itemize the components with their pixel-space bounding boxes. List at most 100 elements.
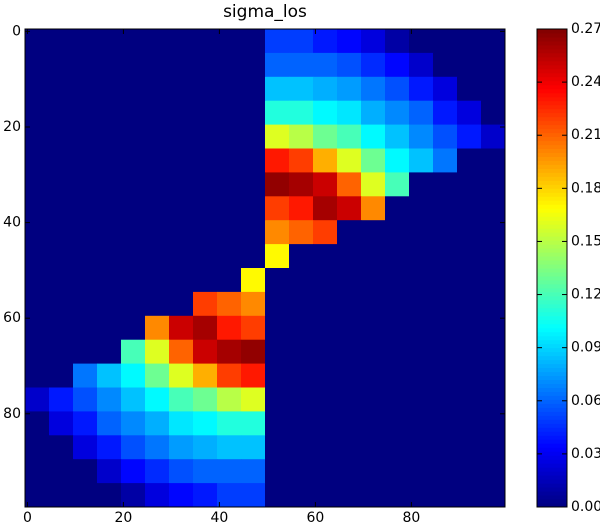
heatmap-cell <box>241 363 266 388</box>
heatmap-cell <box>481 29 506 54</box>
colorbar-segment <box>537 467 567 472</box>
heatmap-cell <box>49 483 74 508</box>
heatmap-cell <box>49 220 74 245</box>
colorbar-segment <box>537 164 567 169</box>
colorbar-segment <box>537 204 567 209</box>
heatmap-cell <box>385 363 410 388</box>
heatmap-cell <box>217 244 242 269</box>
heatmap-cell <box>457 459 482 484</box>
colorbar-segment <box>537 172 567 177</box>
colorbar-segment <box>537 192 567 197</box>
heatmap-cell <box>265 459 290 484</box>
colorbar-segment <box>537 379 567 385</box>
heatmap-cell <box>289 124 314 149</box>
heatmap-cell <box>25 291 50 317</box>
heatmap-cell <box>193 363 218 388</box>
heatmap-cell <box>169 220 194 245</box>
colorbar-segment <box>537 196 567 201</box>
heatmap-cell <box>457 291 482 317</box>
colorbar-segment <box>537 295 567 301</box>
heatmap-cell <box>145 411 170 436</box>
heatmap-cell <box>121 459 146 484</box>
colorbar-segment <box>537 439 567 444</box>
heatmap-cell <box>361 411 386 436</box>
heatmap-cell <box>145 459 170 484</box>
heatmap-cell <box>409 483 434 508</box>
heatmap-cell <box>25 220 50 245</box>
colorbar-segment <box>537 152 567 157</box>
colorbar-segment <box>537 32 567 38</box>
heatmap-cell <box>97 220 122 245</box>
heatmap-cell <box>337 315 362 341</box>
heatmap-cell <box>265 196 290 221</box>
heatmap-cell <box>97 76 122 102</box>
heatmap-cell <box>121 172 146 197</box>
heatmap-cell <box>289 148 314 173</box>
heatmap-cell <box>361 339 386 364</box>
heatmap-cell <box>361 172 386 197</box>
heatmap-cell <box>49 29 74 54</box>
colorbar-segment <box>537 128 567 134</box>
heatmap-cell <box>361 315 386 341</box>
heatmap-cell <box>457 363 482 388</box>
colorbar-segment <box>537 92 567 98</box>
heatmap-cell <box>385 124 410 149</box>
heatmap-cell <box>25 268 50 293</box>
heatmap-cell <box>145 291 170 317</box>
heatmap-cell <box>409 29 434 54</box>
colorbar-segment <box>537 44 567 50</box>
heatmap-cell <box>217 148 242 173</box>
heatmap-cell <box>169 268 194 293</box>
heatmap-cell <box>97 268 122 293</box>
heatmap-cell <box>193 220 218 245</box>
colorbar-segment <box>537 80 567 86</box>
heatmap-cell <box>121 196 146 221</box>
heatmap-cell <box>337 435 362 460</box>
heatmap-cell <box>97 363 122 388</box>
colorbar-segment <box>537 260 567 265</box>
heatmap-cell <box>409 411 434 436</box>
heatmap-cell <box>49 363 74 388</box>
colorbar-segment <box>537 375 567 381</box>
heatmap-cell <box>361 268 386 293</box>
colorbar-segment <box>537 188 567 193</box>
heatmap-cell <box>265 76 290 102</box>
heatmap-cell <box>313 387 338 412</box>
colorbar-tick-label: 0.27 <box>571 21 600 37</box>
colorbar-segment <box>537 224 567 229</box>
colorbar-segment <box>537 427 567 432</box>
colorbar-segment <box>537 291 567 297</box>
heatmap-cell <box>361 387 386 412</box>
colorbar-segment <box>537 463 567 468</box>
heatmap-cell <box>385 29 410 54</box>
heatmap-cell <box>25 435 50 460</box>
colorbar-segment <box>537 303 567 309</box>
heatmap-cell <box>481 220 506 245</box>
colorbar-segment <box>537 403 567 408</box>
heatmap-cell <box>25 244 50 269</box>
heatmap-cell <box>385 411 410 436</box>
heatmap-cell <box>289 172 314 197</box>
heatmap-cell <box>193 244 218 269</box>
heatmap-cell <box>361 196 386 221</box>
y-tick-label: 60 <box>3 310 21 326</box>
colorbar-segment <box>537 323 567 329</box>
heatmap-cell <box>265 148 290 173</box>
heatmap-cell <box>169 387 194 412</box>
colorbar-segment <box>537 104 567 110</box>
heatmap-cell <box>49 172 74 197</box>
colorbar-segment <box>537 36 567 42</box>
heatmap-cell <box>217 459 242 484</box>
colorbar-segment <box>537 395 567 400</box>
heatmap-cell <box>49 100 74 125</box>
heatmap-cell <box>409 196 434 221</box>
colorbar-segment <box>537 343 567 349</box>
heatmap-cell <box>385 172 410 197</box>
heatmap-cell <box>169 124 194 149</box>
colorbar-segment <box>537 487 567 492</box>
heatmap-cell <box>25 387 50 412</box>
heatmap-cell <box>97 124 122 149</box>
heatmap-cell <box>265 339 290 364</box>
heatmap-cell <box>73 220 98 245</box>
heatmap-cell <box>169 339 194 364</box>
